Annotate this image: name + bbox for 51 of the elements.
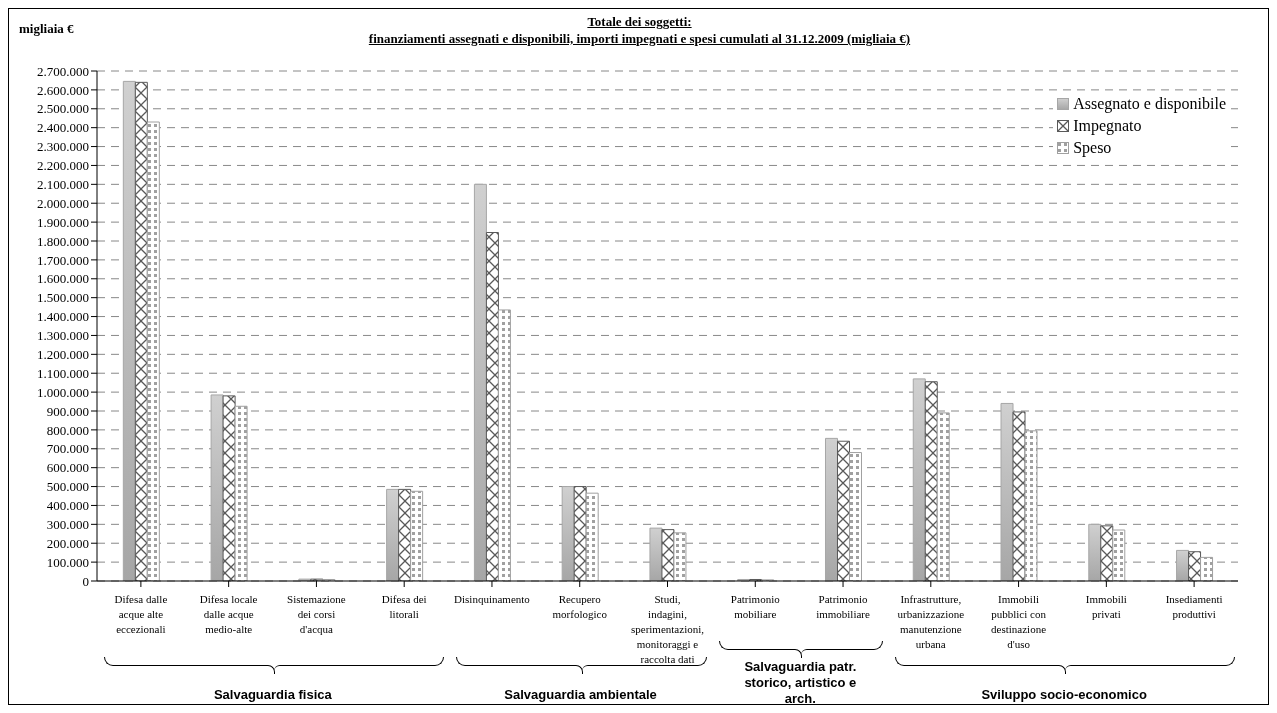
y-tick-label: 800.000 [46,422,89,438]
x-tick-label: Immobili pubblici con destinazione d'uso [991,593,1047,650]
y-tick-label: 300.000 [46,516,89,532]
y-tick-label: 2.600.000 [37,82,89,98]
y-tick-label: 2.300.000 [37,139,89,155]
y-tick-label: 2.700.000 [37,63,89,79]
y-tick-label: 2.100.000 [37,176,89,192]
y-tick-label: 1.700.000 [37,252,89,268]
x-tick-label: Insediamenti produttivi [1165,593,1223,620]
y-tick-label: 2.400.000 [37,120,89,136]
y-tick-label: 1.600.000 [37,271,89,287]
y-tick-label: 1.300.000 [37,328,89,344]
text: Sviluppo socio-economico [980,687,1148,703]
x-tick-label: Difesa dalle acque alte eccezionali [114,593,168,635]
y-tick-label: 1.200.000 [37,346,89,362]
x-tick-label: Infrastrutture, urbanizzazione manutenzione urbana [897,593,965,650]
x-tick-label: Disinquinamento [454,593,531,605]
legend-label: Impegnato [1073,117,1142,135]
text: Salvaguardia patr. storico, artistico e arch. [743,659,858,707]
y-tick-label: 900.000 [46,403,89,419]
y-tick-label: 400.000 [46,498,89,514]
y-tick-label: 500.000 [46,479,89,495]
x-tick-label: Sistemazione dei corsi d'acqua [287,593,346,635]
y-tick-label: 1.000.000 [37,384,89,400]
y-tick-label: 0 [82,573,89,589]
y-tick-label: 2.000.000 [37,195,89,211]
chart-subtitle: finanziamenti assegnati e disponibili, importi impegnati e spesi cumulati al 31.12.2009 (migliaia €) [368,31,911,46]
y-tick-label: 200.000 [46,535,89,551]
text: Salvaguardia fisica [212,687,333,703]
y-tick-label: 600.000 [46,460,89,476]
x-tick-label: Patrimonio immobiliare [816,593,871,620]
y-tick-label: 100.000 [46,554,89,570]
y-tick-label: 1.900.000 [37,214,89,230]
x-tick-label: Patrimonio mobiliare [730,593,781,620]
chart-title: Totale dei soggetti: [587,14,692,29]
legend-label: Speso [1073,139,1112,157]
y-tick-label: 1.400.000 [37,309,89,325]
y-axis-title: migliaia € [19,21,74,37]
x-tick-label: Recupero morfologico [552,593,608,620]
x-tick-label: Difesa locale dalle acque medio-alte [199,593,258,635]
y-tick-label: 2.200.000 [37,158,89,174]
y-tick-label: 1.500.000 [37,290,89,306]
y-tick-label: 2.500.000 [37,101,89,117]
legend-label: Assegnato e disponibile [1073,95,1226,113]
y-tick-label: 1.100.000 [37,365,89,381]
x-tick-label: Difesa dei litorali [381,593,427,620]
y-tick-label: 1.800.000 [37,233,89,249]
y-tick-label: 700.000 [46,441,89,457]
text: Salvaguardia ambientale [503,687,658,703]
x-tick-label: Immobili privati [1085,593,1127,620]
x-tick-label: Studi, indagini, sperimentazioni, monitoraggi e raccolta dati [630,593,705,665]
